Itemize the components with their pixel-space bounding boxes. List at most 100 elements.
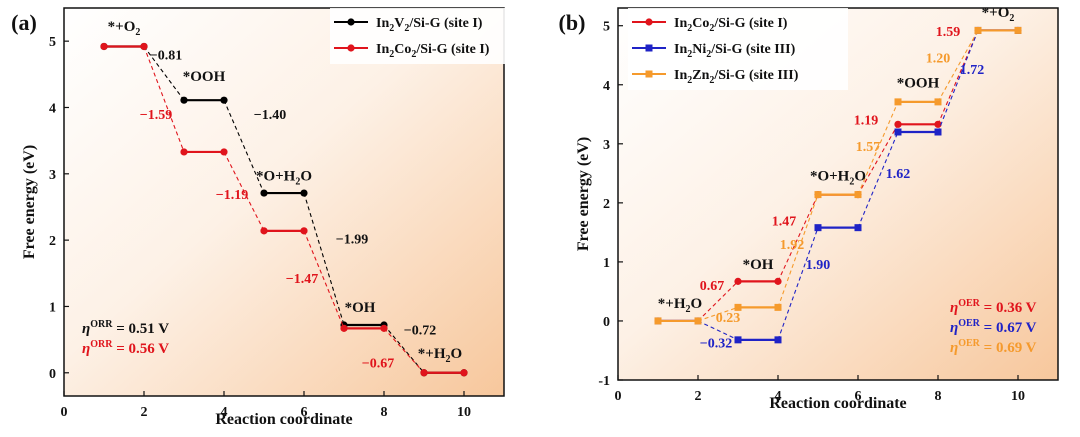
step-energy-label: 1.57 [856, 140, 881, 155]
legend-marker [645, 70, 653, 78]
data-point [974, 26, 982, 34]
data-point [894, 128, 902, 136]
state-label: *O+H2O [256, 168, 312, 187]
legend-marker [645, 44, 653, 52]
data-point [180, 96, 188, 104]
state-label: *+H2O [418, 346, 462, 365]
legend-marker [347, 18, 355, 26]
y-tick-label: 4 [49, 101, 56, 116]
legend-label: In2Co2/Si-G (site I) [376, 42, 490, 60]
x-tick-label: 4 [775, 389, 782, 404]
y-axis-label: Free energy (eV) [21, 145, 38, 259]
state-label: *O+H2O [810, 168, 866, 187]
legend-label: In2Zn2/Si-G (site III) [674, 68, 799, 86]
step-energy-label: 1.59 [936, 25, 961, 40]
panel-b-oer-diagram: (b) 0 2 4 6 8 10 -1 0 1 2 3 4 5 Reaction coordinate Fre… [559, 5, 1059, 412]
plot-frame [63, 7, 505, 397]
y-axis-label: Free energy (eV) [575, 137, 592, 251]
x-tick-label: 0 [61, 405, 68, 420]
x-tick-label: 6 [855, 389, 862, 404]
connector-line [777, 194, 819, 308]
data-point [894, 98, 902, 106]
step-energy-label: −0.72 [404, 323, 436, 338]
data-point [260, 227, 268, 235]
x-tick-label: 6 [301, 405, 308, 420]
state-label: *OH [345, 300, 376, 316]
legend: In2Co2/Si-G (site I) In2Ni2/Si-G (site II… [628, 8, 848, 90]
step-energy-label: 0.67 [700, 279, 725, 294]
legend-marker [645, 18, 653, 26]
state-label: *+O2 [108, 19, 141, 38]
y-tick-label: 1 [49, 300, 56, 315]
data-point [814, 224, 822, 232]
connector-line [303, 230, 345, 329]
panel-label: (a) [11, 10, 37, 35]
y-tick-label: 2 [603, 197, 610, 212]
series-2 [654, 26, 1022, 325]
data-point [340, 324, 348, 332]
overpotential-label: ηOER = 0.36 V [950, 298, 1037, 316]
data-point [300, 189, 308, 197]
x-tick-label: 10 [1011, 389, 1025, 404]
legend: In2V2/Si-G (site I) In2Co2/Si-G (site I) [330, 8, 520, 64]
y-tick-label: 3 [603, 138, 610, 153]
x-tick-label: 4 [221, 405, 228, 420]
data-point [814, 191, 822, 199]
state-label: *OOH [183, 69, 226, 85]
y-tick-label: 4 [603, 79, 610, 94]
state-label: *+O2 [982, 5, 1015, 24]
x-tick-label: 2 [695, 389, 702, 404]
step-energy-label: 0.23 [716, 311, 741, 326]
data-point [460, 369, 468, 377]
y-tick-label: 1 [603, 256, 610, 271]
data-point [654, 317, 662, 325]
step-energy-label: −0.32 [700, 337, 732, 352]
step-energy-label: 1.47 [772, 214, 797, 229]
data-point [734, 277, 742, 285]
y-tick-label: 0 [49, 367, 56, 382]
legend-label: In2Ni2/Si-G (site III) [674, 42, 796, 60]
step-energy-label: −1.19 [216, 188, 248, 203]
legend-box [330, 8, 520, 64]
step-energy-label: 1.19 [854, 113, 879, 128]
panel-a-orr-diagram: (a) 0 2 4 6 8 10 0 1 2 3 4 5 Reaction coordinate Free … [11, 7, 520, 428]
overpotential-label: ηORR = 0.56 V [82, 339, 169, 357]
state-label: *OH [743, 257, 774, 273]
step-energy-label: 1.20 [926, 51, 951, 66]
data-point [220, 148, 228, 156]
connector-line [697, 306, 739, 322]
connector-line [857, 101, 899, 195]
connector-line [777, 227, 819, 341]
y-tick-label: 5 [603, 20, 610, 35]
y-tick-label: 2 [49, 234, 56, 249]
y-tick-label: -1 [598, 374, 610, 389]
y-tick-label: 0 [603, 315, 610, 330]
x-tick-label: 8 [935, 389, 942, 404]
step-energy-label: 1.92 [780, 238, 805, 253]
overpotential-label: ηORR = 0.51 V [82, 319, 169, 337]
y-tick-label: 5 [49, 35, 56, 50]
state-label: *OOH [897, 76, 940, 92]
connector-line [777, 194, 819, 282]
x-axis-label: Reaction coordinate [769, 395, 906, 412]
step-energy-label: −1.47 [286, 272, 318, 287]
data-point [260, 189, 268, 197]
connector-line [697, 320, 739, 341]
x-axis-label: Reaction coordinate [215, 411, 352, 428]
data-point [894, 120, 902, 128]
connector-line [223, 151, 265, 232]
plot-background [64, 8, 504, 396]
overpotential-label: ηOER = 0.67 V [950, 318, 1037, 336]
x-tick-label: 0 [615, 389, 622, 404]
overpotential-label: ηOER = 0.69 V [950, 338, 1037, 356]
step-energy-label: 1.72 [960, 63, 985, 78]
connector-line [303, 192, 345, 326]
connector-line [383, 327, 425, 374]
step-energy-label: 1.62 [886, 167, 911, 182]
data-point [734, 336, 742, 344]
step-energy-label: −1.40 [254, 108, 286, 123]
connector-line [857, 131, 899, 228]
connector-line [143, 46, 185, 153]
y-tick-label: 3 [49, 168, 56, 183]
